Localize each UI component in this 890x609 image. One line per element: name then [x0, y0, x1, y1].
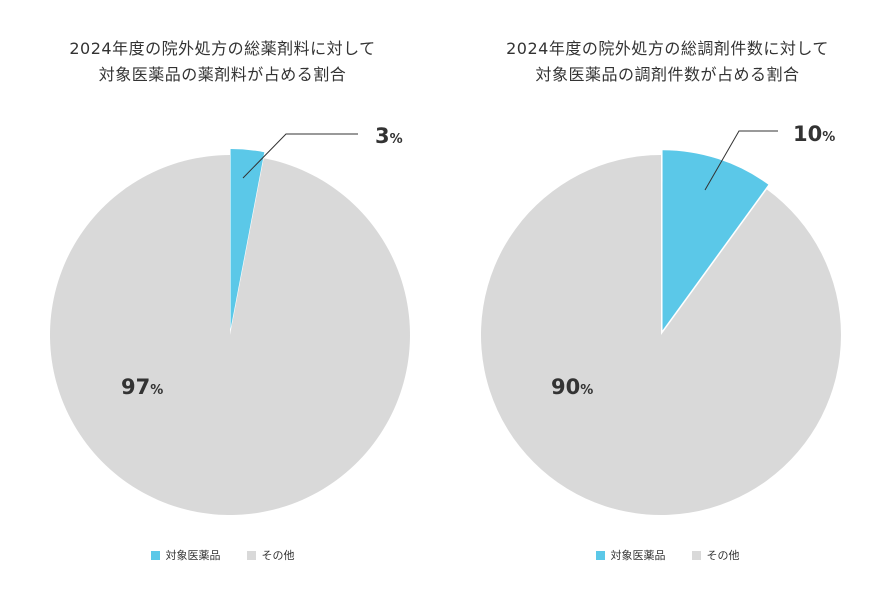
pie-slice-target-drugs: [662, 150, 769, 331]
legend-swatch: [246, 550, 256, 560]
data-label-value: 10: [793, 122, 822, 146]
data-label-other: 97%: [121, 375, 163, 399]
chart-title-line-1: 2024年度の院外処方の総薬剤料に対して: [69, 39, 376, 58]
data-label-target-drugs: 3%: [375, 124, 403, 148]
pie-chart-dispensing-count: 10% 90%: [480, 122, 841, 516]
data-label-value: 3: [375, 124, 390, 148]
pie-slice-target-drugs: [230, 149, 265, 330]
legend-item-target-drugs: 対象医薬品: [595, 547, 666, 563]
data-label-value: 90: [551, 375, 580, 399]
data-label-other: 90%: [551, 375, 593, 399]
data-label-unit: %: [150, 383, 163, 398]
pie-slice-other: [480, 155, 841, 516]
callout-leader-line: [242, 133, 358, 179]
data-label-target-drugs: 10%: [793, 122, 835, 146]
chart-panel-drug-cost: 2024年度の院外処方の総薬剤料に対して 対象医薬品の薬剤料が占める割合 3% …: [0, 36, 445, 563]
legend-label: その他: [261, 549, 295, 562]
legend-label: 対象医薬品: [165, 549, 221, 562]
legend-item-target-drugs: 対象医薬品: [150, 547, 221, 563]
chart-panel-dispensing-count: 2024年度の院外処方の総調剤件数に対して 対象医薬品の調剤件数が占める割合 1…: [445, 0, 890, 609]
chart-title-line-2: 対象医薬品の薬剤料が占める割合: [98, 65, 347, 84]
chart-legend: 対象医薬品 その他: [0, 547, 445, 563]
legend-swatch: [595, 550, 605, 560]
legend-item-other: その他: [246, 547, 295, 563]
chart-title-line-1: 2024年度の院外処方の総調剤件数に対して: [506, 39, 829, 58]
legend-swatch: [691, 550, 701, 560]
legend-label: その他: [706, 549, 740, 562]
data-label-value: 97: [121, 375, 150, 399]
legend-item-other: その他: [691, 547, 740, 563]
pie-chart-drug-cost: 3% 97%: [49, 124, 410, 515]
callout-leader-line: [704, 130, 778, 191]
pie-slice-other: [49, 155, 410, 515]
chart-title: 2024年度の院外処方の総薬剤料に対して 対象医薬品の薬剤料が占める割合: [0, 36, 445, 88]
chart-title: 2024年度の院外処方の総調剤件数に対して 対象医薬品の調剤件数が占める割合: [445, 36, 890, 88]
data-label-unit: %: [390, 132, 403, 147]
data-label-unit: %: [580, 383, 593, 398]
legend-swatch: [150, 550, 160, 560]
chart-title-line-2: 対象医薬品の調剤件数が占める割合: [535, 65, 800, 84]
legend-label: 対象医薬品: [610, 549, 666, 562]
data-label-unit: %: [822, 130, 835, 145]
chart-legend: 対象医薬品 その他: [445, 547, 890, 563]
